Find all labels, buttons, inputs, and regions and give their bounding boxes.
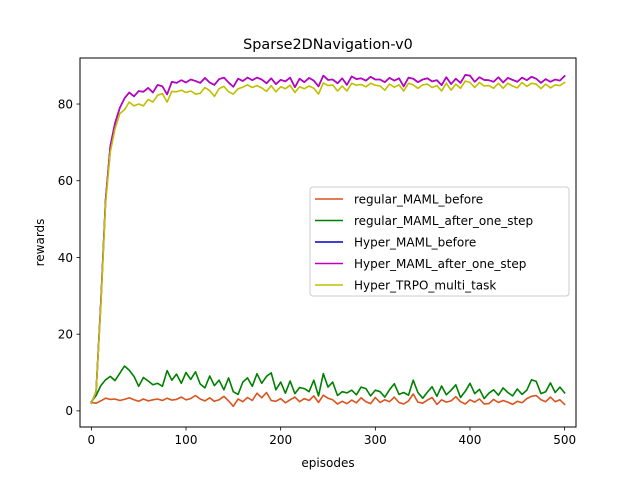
y-axis-ticks: 0 20 40 60 80 [58,97,80,418]
x-tick-label: 200 [269,433,292,447]
legend-entry-hyper-maml-after-one-step-label: Hyper_MAML_after_one_step [354,257,526,271]
chart-title: Sparse2DNavigation-v0 [243,37,413,53]
series-line-hyper-maml-after-one-step [90,74,566,405]
legend-frame [309,186,570,297]
legend-entry-regular-maml-before-label: regular_MAML_before [354,192,483,206]
legend-items: regular_MAML_before regular_MAML_after_on… [315,192,533,292]
x-tick-label: 400 [459,433,482,447]
x-axis-ticks: 0 100 200 300 400 500 [88,427,576,447]
y-tick-label: 0 [65,404,73,418]
y-tick-label: 60 [58,174,73,188]
legend-entry-hyper-trpo-multi-task-label: Hyper_TRPO_multi_task [354,278,496,292]
y-tick-label: 40 [58,251,73,265]
x-tick-label: 100 [175,433,198,447]
y-tick-label: 80 [58,97,73,111]
y-axis-label: rewards [33,219,47,267]
series-line-regular-maml-after-one-step [90,365,566,403]
series-layer [90,74,566,408]
series-line-hyper-trpo-multi-task [90,80,566,405]
x-tick-label: 300 [364,433,387,447]
legend: regular_MAML_before regular_MAML_after_on… [309,186,570,297]
series-line-regular-maml-before [90,391,566,408]
legend-entry-regular-maml-after-one-step-label: regular_MAML_after_one_step [354,214,533,228]
plot-frame [79,57,577,428]
x-axis-label: episodes [301,456,354,470]
x-tick-label: 0 [88,433,96,447]
legend-entry-hyper-maml-before-label: Hyper_MAML_before [354,235,476,249]
y-tick-label: 20 [58,327,73,341]
x-tick-label: 500 [553,433,576,447]
